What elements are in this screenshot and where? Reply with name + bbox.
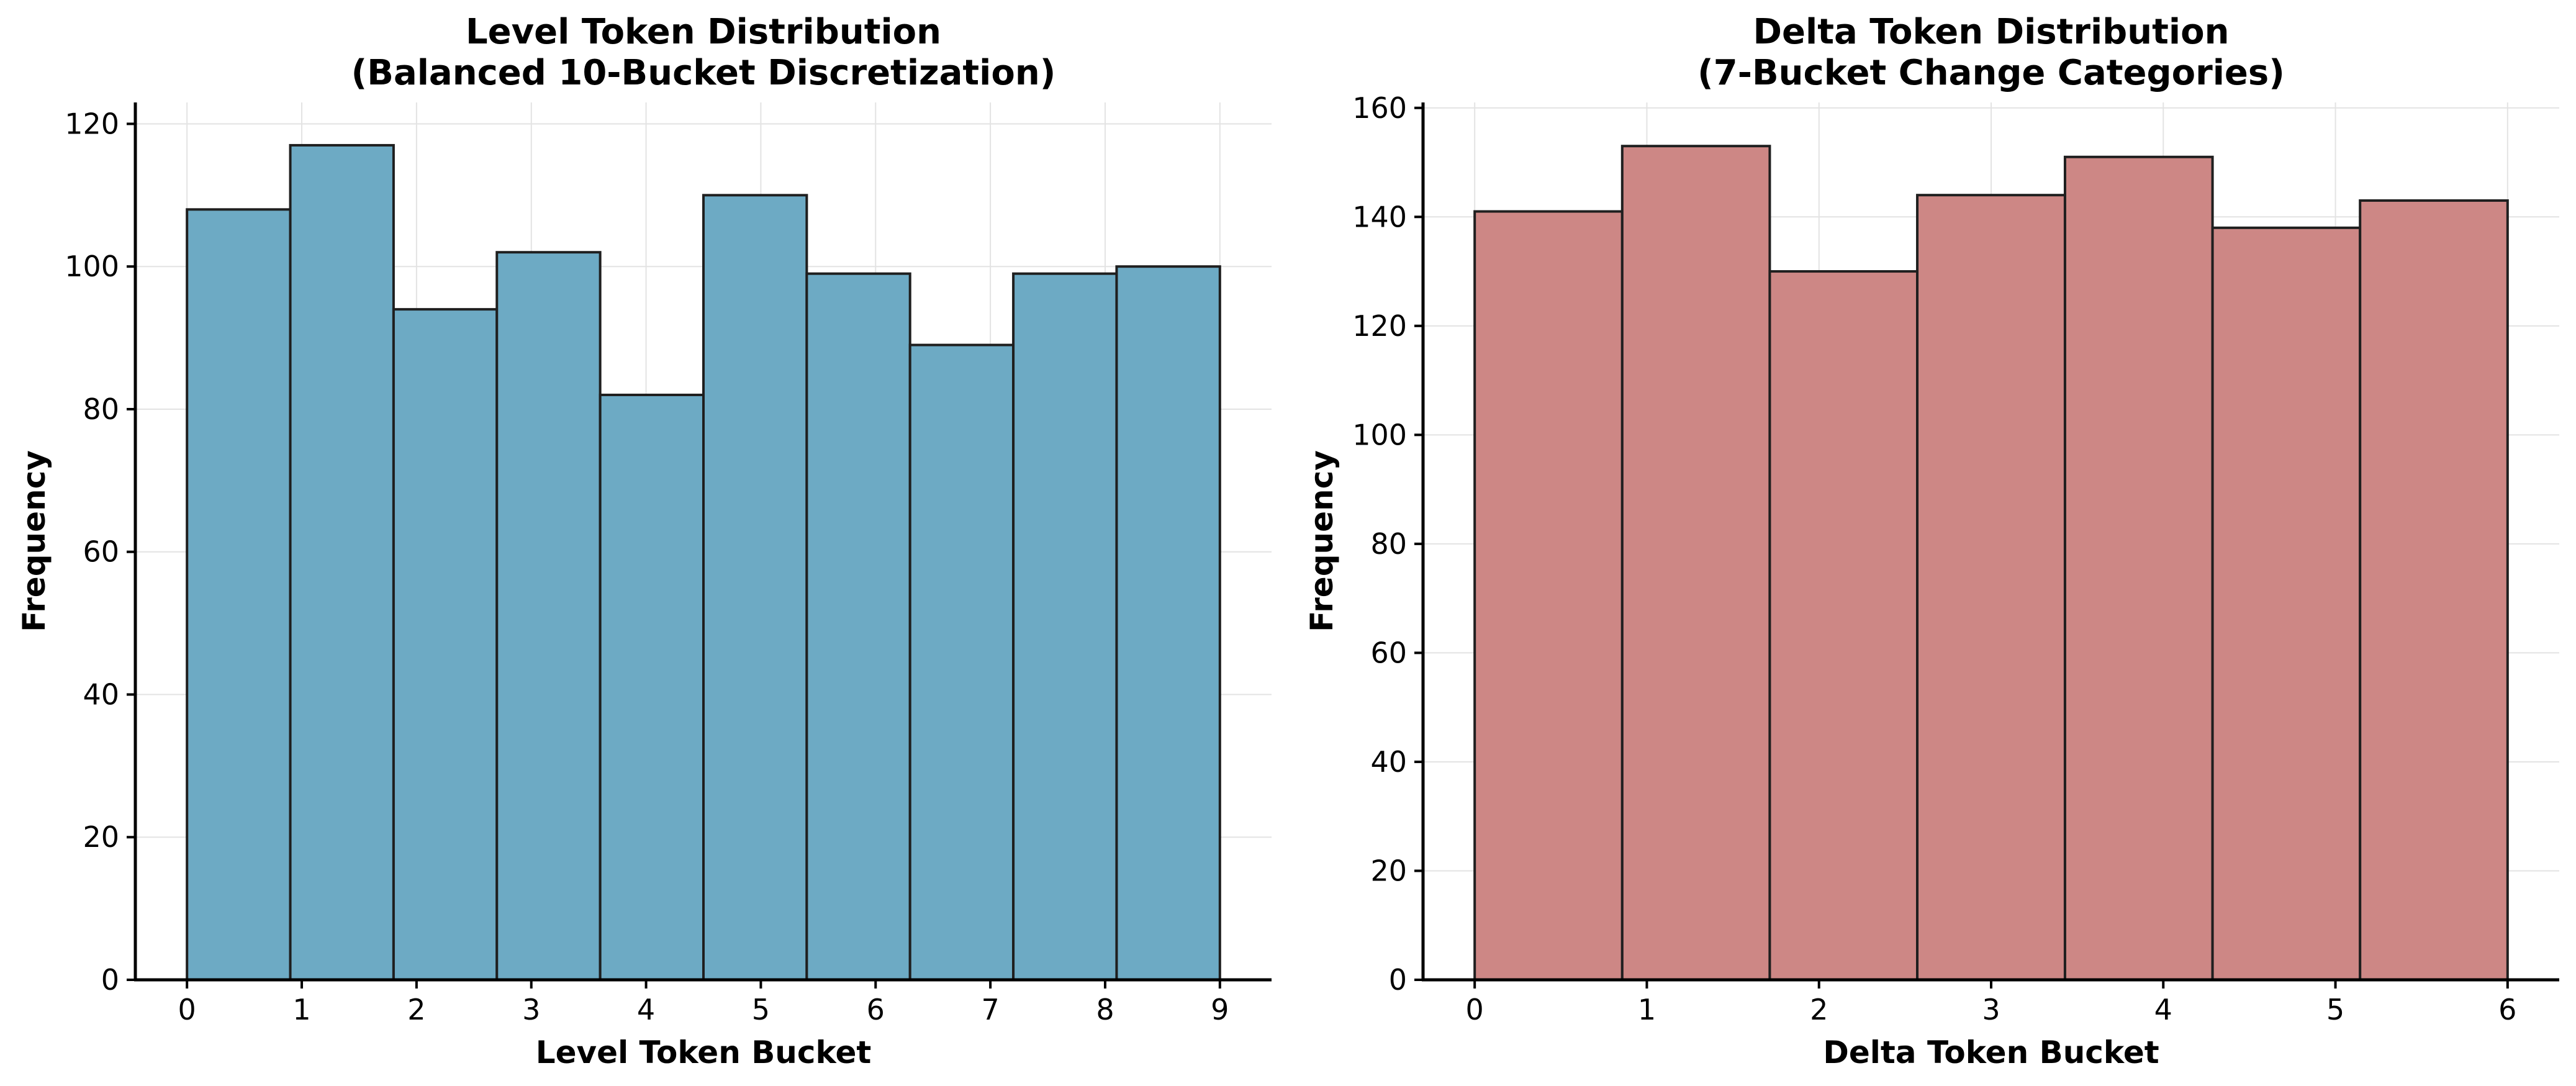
x-tick-label: 8 — [1096, 993, 1114, 1026]
y-tick-label: 80 — [83, 392, 119, 426]
histogram-bar — [805, 272, 911, 982]
delta-token-histogram: 0 20 40 60 80 100 120 140 160 0 1 2 3 4 5 6 Delta Token … — [1304, 12, 2559, 1070]
y-tick-label: 120 — [65, 107, 119, 140]
y-tick-label: 40 — [1370, 745, 1407, 779]
y-tick-label: 100 — [1352, 418, 1407, 451]
histogram-bar — [2063, 155, 2214, 982]
x-tick-label: 1 — [1638, 993, 1656, 1026]
y-tick-label: 80 — [1370, 527, 1407, 561]
histogram-bar — [1916, 194, 2066, 982]
histogram-bar — [495, 251, 602, 981]
histogram-bar — [1115, 265, 1221, 982]
x-tick-label: 5 — [752, 993, 770, 1026]
x-tick-label: 6 — [2498, 993, 2516, 1026]
y-tick-label: 0 — [1389, 963, 1407, 997]
y-tick-label: 60 — [1370, 636, 1407, 669]
chart-title-line-1: Level Token Distribution — [466, 12, 941, 52]
histogram-bar — [289, 143, 395, 981]
histogram-bar — [1473, 210, 1624, 981]
histogram-bar — [599, 394, 705, 981]
x-tick-label: 0 — [178, 993, 196, 1026]
x-tick-label: 6 — [867, 993, 885, 1026]
x-tick-label: 3 — [522, 993, 540, 1026]
histogram-bar — [908, 343, 1015, 981]
y-tick-label: 120 — [1352, 309, 1407, 343]
x-tick-label: 5 — [2326, 993, 2344, 1026]
histogram-bar — [1620, 145, 1771, 981]
level-token-histogram: 0 20 40 60 80 100 120 0 1 2 3 4 5 6 7 8 9 Level Token Dis… — [16, 12, 1272, 1070]
x-axis-label: Level Token Bucket — [536, 1034, 872, 1070]
x-tick-label: 2 — [1810, 993, 1828, 1026]
x-tick-label: 1 — [292, 993, 310, 1026]
histogram-bar — [2359, 199, 2509, 982]
y-tick-label: 160 — [1352, 91, 1407, 125]
histogram-bar — [702, 194, 808, 982]
y-tick-label: 0 — [101, 963, 119, 997]
x-axis-label: Delta Token Bucket — [1823, 1034, 2159, 1070]
x-tick-label: 2 — [407, 993, 425, 1026]
histogram-bar — [1768, 270, 1919, 981]
x-tick-label: 4 — [2154, 993, 2172, 1026]
histogram-bar — [1012, 272, 1118, 982]
y-tick-label: 40 — [83, 677, 119, 711]
y-tick-label: 20 — [83, 820, 119, 854]
histogram-bar — [392, 308, 499, 981]
y-tick-label: 140 — [1352, 200, 1407, 233]
x-tick-label: 7 — [981, 993, 999, 1026]
chart-title-line-2: (7-Bucket Change Categories) — [1697, 53, 2285, 93]
histogram-bar — [186, 208, 292, 982]
chart-title-line-2: (Balanced 10-Bucket Discretization) — [351, 53, 1056, 93]
y-axis-label: Frequency — [16, 450, 52, 632]
x-tick-label: 9 — [1211, 993, 1229, 1026]
y-tick-label: 100 — [65, 250, 119, 283]
histogram-bar — [2211, 226, 2362, 981]
y-axis-label: Frequency — [1304, 450, 1340, 632]
x-tick-label: 4 — [637, 993, 655, 1026]
x-tick-label: 0 — [1466, 993, 1484, 1026]
y-tick-label: 60 — [83, 535, 119, 569]
x-tick-label: 3 — [1982, 993, 2000, 1026]
y-tick-label: 20 — [1370, 854, 1407, 887]
chart-title-line-1: Delta Token Distribution — [1753, 12, 2230, 52]
